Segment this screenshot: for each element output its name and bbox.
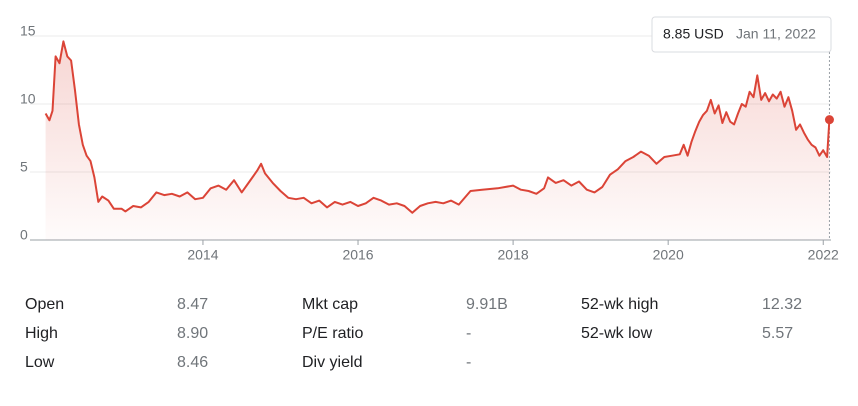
stat-label: P/E ratio xyxy=(302,325,363,342)
x-tick-label: 2014 xyxy=(187,247,218,263)
x-tick-label: 2016 xyxy=(342,247,373,263)
stat-label: 52-wk low xyxy=(581,325,653,342)
tooltip: 8.85 USD Jan 11, 2022 xyxy=(651,16,832,53)
y-tick-label: 5 xyxy=(20,159,28,175)
stat-value: 12.32 xyxy=(762,296,802,313)
stat-value: 8.90 xyxy=(177,325,208,342)
stat-label: Open xyxy=(25,296,64,313)
stat-label: Div yield xyxy=(302,354,362,371)
stat-value: 8.46 xyxy=(177,354,208,371)
stat-label: Low xyxy=(25,354,55,371)
x-tick-label: 2020 xyxy=(653,247,684,263)
area xyxy=(45,41,830,241)
stat-value: 5.57 xyxy=(762,325,793,342)
stat-value: 8.47 xyxy=(177,296,208,313)
x-tick-label: 2018 xyxy=(498,247,529,263)
y-tick-label: 15 xyxy=(20,23,36,39)
stat-value: 9.91B xyxy=(466,296,508,313)
stat-label: Mkt cap xyxy=(302,296,358,313)
line xyxy=(44,40,831,214)
y-tick-label: 10 xyxy=(20,91,36,107)
stat-label: 52-wk high xyxy=(581,296,658,313)
hover-point xyxy=(824,115,834,125)
tooltip-box xyxy=(651,16,832,53)
stat-value: - xyxy=(466,325,471,342)
stat-value: - xyxy=(466,354,471,371)
stat-label: High xyxy=(25,325,58,342)
tooltip-date: Jan 11, 2022 xyxy=(736,26,816,42)
x-tick-label: 2022 xyxy=(808,247,839,263)
y-tick-label: 0 xyxy=(20,227,28,243)
tooltip-price: 8.85 USD xyxy=(663,26,724,42)
